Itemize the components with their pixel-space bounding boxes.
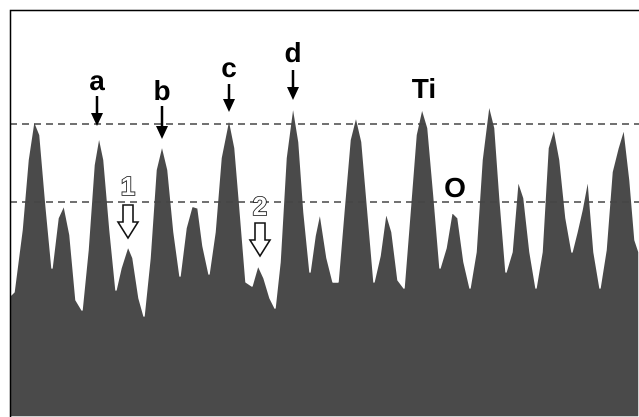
marker-c-label: c bbox=[221, 52, 237, 83]
marker-1: 1 bbox=[116, 170, 140, 240]
marker-2: 2 bbox=[248, 190, 272, 258]
marker-2-hollow-arrow-icon bbox=[248, 222, 272, 258]
marker-b-arrow-icon bbox=[156, 106, 168, 139]
marker-1-label: 1 bbox=[121, 171, 135, 201]
o-site-label: O bbox=[444, 172, 466, 203]
marker-a-label: a bbox=[89, 65, 105, 96]
marker-d-label: d bbox=[284, 37, 301, 68]
marker-2-label: 2 bbox=[253, 191, 267, 221]
marker-d: d bbox=[284, 37, 302, 100]
marker-c: c bbox=[221, 52, 237, 112]
frame-border bbox=[9, 9, 639, 417]
marker-a: a bbox=[89, 65, 105, 126]
marker-d-arrow-icon bbox=[287, 70, 299, 100]
ti-site-label: Ti bbox=[412, 73, 436, 104]
marker-a-arrow-icon bbox=[91, 96, 103, 126]
marker-b-label: b bbox=[153, 75, 170, 106]
marker-c-arrow-icon bbox=[223, 84, 235, 112]
marker-b: b bbox=[153, 75, 171, 139]
intensity-profile-area bbox=[9, 103, 639, 417]
marker-1-hollow-arrow-icon bbox=[116, 204, 140, 240]
